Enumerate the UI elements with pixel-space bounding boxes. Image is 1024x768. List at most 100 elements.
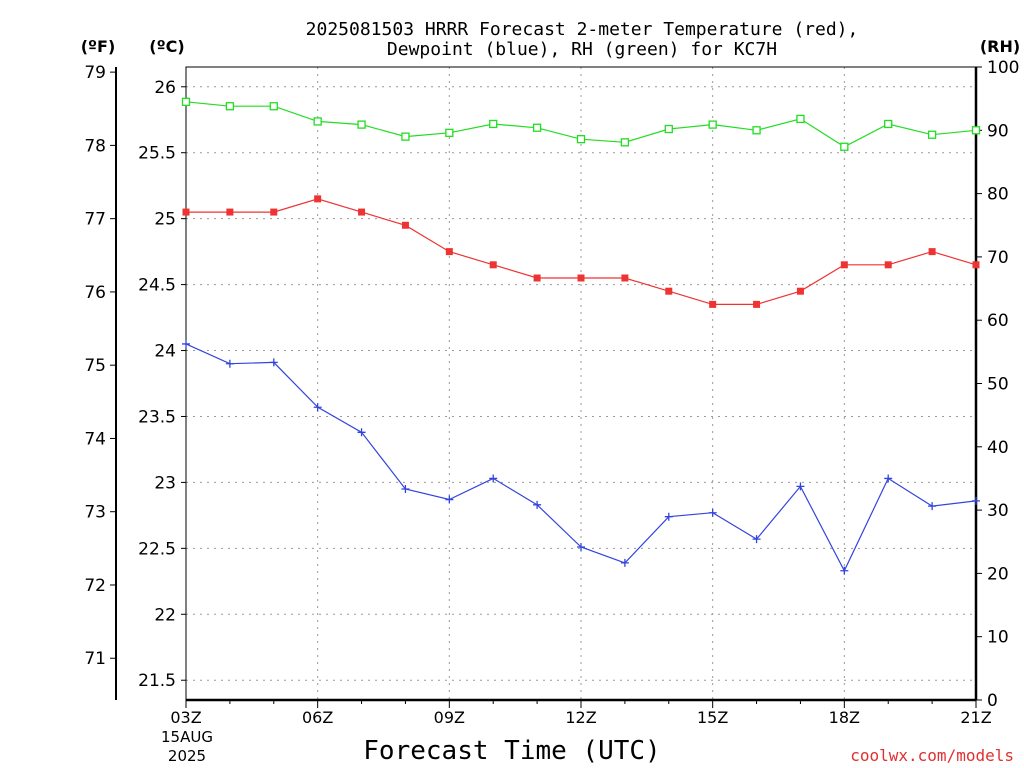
- temperature-point: [445, 248, 453, 256]
- dewpoint-point: [489, 474, 498, 483]
- rh-tick-label: 60: [987, 311, 1009, 331]
- dewpoint-point: [401, 485, 410, 493]
- dewpoint-point: [752, 535, 761, 544]
- rh-tick-label: 70: [987, 248, 1009, 268]
- temperature-point: [665, 287, 673, 295]
- rh-point: [445, 128, 454, 137]
- temperature-point: [533, 274, 541, 282]
- fahrenheit-tick-label: 73: [84, 503, 106, 523]
- x-tick-label: 21Z: [960, 708, 991, 727]
- rh-point: [532, 123, 542, 132]
- dewpoint-point: [928, 502, 937, 511]
- rh-tick-label: 30: [987, 501, 1009, 521]
- dewpoint-point: [445, 495, 454, 504]
- celsius-tick-label: 25.5: [138, 144, 176, 164]
- credit-text: coolwx.com/models: [850, 746, 1014, 765]
- rh-tick-label: 80: [987, 185, 1009, 205]
- dewpoint-point: [884, 474, 893, 483]
- data-series: [181, 97, 981, 575]
- fahrenheit-tick-label: 71: [84, 649, 106, 669]
- celsius-tick-label: 25: [154, 210, 176, 230]
- rh-tick-label: 20: [987, 564, 1009, 584]
- rh-tick-label: 90: [987, 121, 1009, 141]
- rh-point: [796, 114, 805, 124]
- rh-point: [971, 126, 981, 135]
- dewpoint-point: [357, 428, 366, 437]
- dewpoint-point: [182, 339, 190, 348]
- rh-point: [313, 117, 322, 126]
- temperature-point: [928, 248, 936, 256]
- celsius-unit-label: (ºC): [149, 37, 184, 56]
- dewpoint-series: [182, 339, 980, 575]
- rh-point: [884, 119, 893, 129]
- temperature-point: [840, 261, 848, 269]
- rh-point: [401, 132, 410, 141]
- temperature-point: [753, 300, 761, 308]
- rh-point: [181, 97, 191, 106]
- celsius-tick-label: 26: [154, 78, 176, 98]
- temperature-point: [489, 261, 497, 269]
- dewpoint-point: [577, 543, 585, 552]
- rh-point: [708, 120, 717, 129]
- rh-point: [927, 130, 937, 139]
- fahrenheit-tick-label: 75: [84, 356, 106, 376]
- dewpoint-point: [708, 508, 717, 517]
- temperature-point: [270, 208, 278, 216]
- rh-point: [357, 120, 366, 129]
- dewpoint-point: [313, 403, 322, 412]
- fahrenheit-tick-label: 78: [84, 136, 106, 156]
- dewpoint-point: [269, 358, 278, 367]
- rh-point: [752, 126, 761, 135]
- temperature-point: [884, 261, 892, 269]
- tick-labels: 03Z 06Z 09Z 12Z 15Z 18Z 21Z 21.5 22 22.5 23 23.5 24 2…: [84, 58, 1019, 727]
- celsius-tick-label: 21.5: [138, 671, 176, 691]
- fahrenheit-tick-label: 72: [84, 576, 106, 596]
- temperature-point: [972, 261, 980, 269]
- x-tick-label: 09Z: [434, 708, 465, 727]
- dewpoint-point: [972, 496, 980, 505]
- temperature-point: [796, 287, 804, 295]
- celsius-tick-label: 23.5: [138, 407, 176, 427]
- rh-point: [620, 138, 630, 147]
- temperature-point: [401, 221, 409, 229]
- x-tick-label: 12Z: [565, 708, 596, 727]
- rh-point: [269, 102, 278, 111]
- rh-unit-label: (RH): [980, 37, 1020, 56]
- x-tick-label: 15Z: [697, 708, 728, 727]
- dewpoint-point: [664, 512, 673, 521]
- fahrenheit-tick-label: 76: [84, 283, 106, 303]
- rh-point: [225, 102, 235, 111]
- rh-point: [576, 135, 586, 144]
- chart-title-line2: Dewpoint (blue), RH (green) for KC7H: [387, 39, 777, 60]
- temperature-point: [709, 300, 717, 308]
- temperature-point: [358, 208, 366, 216]
- temperature-series: [182, 195, 980, 308]
- x-tick-label: 06Z: [302, 708, 333, 727]
- celsius-tick-label: 23: [154, 473, 176, 493]
- rh-point: [840, 142, 849, 151]
- temperature-point: [182, 208, 190, 216]
- dewpoint-point: [840, 566, 849, 575]
- temperature-point: [577, 274, 585, 282]
- dewpoint-point: [620, 558, 629, 567]
- x-tick-label: 03Z: [170, 708, 201, 727]
- rh-series: [181, 97, 981, 151]
- temperature-point: [621, 274, 629, 282]
- dewpoint-point: [225, 359, 234, 368]
- date-label-year: 2025: [168, 747, 206, 765]
- temperature-point: [314, 195, 322, 203]
- rh-tick-label: 40: [987, 438, 1009, 458]
- fahrenheit-tick-label: 77: [84, 210, 106, 230]
- dewpoint-point: [533, 500, 542, 509]
- celsius-tick-label: 24: [154, 342, 176, 362]
- chart-title-line1: 2025081503 HRRR Forecast 2-meter Tempera…: [306, 19, 859, 40]
- fahrenheit-tick-label: 74: [84, 429, 106, 449]
- rh-tick-label: 50: [987, 375, 1009, 395]
- axes: [110, 66, 982, 708]
- rh-point: [664, 124, 673, 134]
- x-tick-label: 18Z: [829, 708, 860, 727]
- rh-tick-label: 0: [987, 691, 998, 711]
- fahrenheit-unit-label: (ºF): [81, 37, 116, 56]
- x-axis-title: Forecast Time (UTC): [363, 736, 660, 766]
